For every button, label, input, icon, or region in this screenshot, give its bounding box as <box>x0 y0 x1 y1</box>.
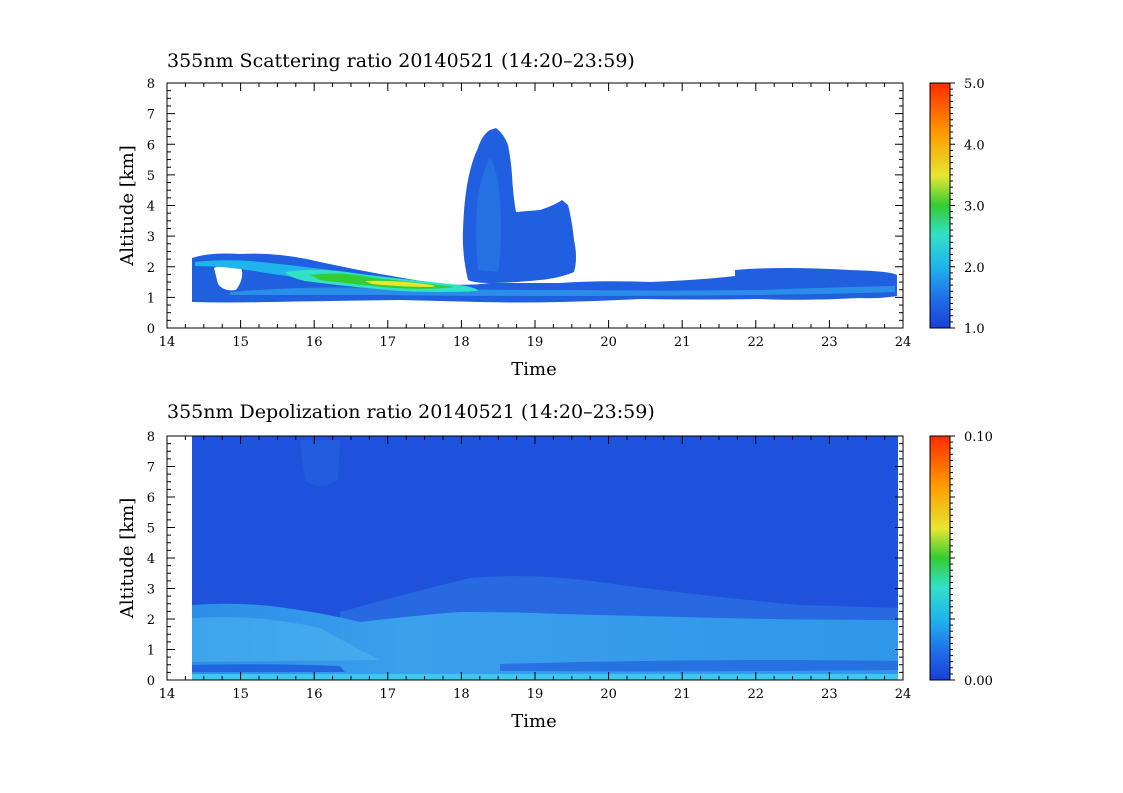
x-tick-label: 19 <box>527 687 544 702</box>
y-tick-label: 3 <box>147 583 155 598</box>
elevated-layer-yellow <box>365 280 435 287</box>
x-tick-label: 24 <box>895 335 912 350</box>
y-tick-label: 2 <box>147 261 155 276</box>
x-tick-label: 21 <box>674 687 691 702</box>
colorbar-tick-label: 0.00 <box>964 674 993 689</box>
y-tick-label: 1 <box>147 644 155 659</box>
x-tick-label: 23 <box>821 335 838 350</box>
x-tick-label: 23 <box>821 687 838 702</box>
x-tick-label: 18 <box>453 335 470 350</box>
y-tick-label: 6 <box>147 138 155 153</box>
x-axis-label: Time <box>511 711 556 732</box>
x-tick-label: 18 <box>453 687 470 702</box>
colorbar-ticks: 0.00 0.10 <box>950 430 993 689</box>
colorbar-tick-label: 2.0 <box>964 261 985 276</box>
x-tick-label: 15 <box>232 687 249 702</box>
colorbar-tick-label: 0.10 <box>964 430 993 445</box>
axis-ticks <box>166 82 904 329</box>
depol-upper-patch <box>300 440 340 486</box>
y-tick-label: 4 <box>147 200 155 215</box>
depol-mid-patch <box>340 576 898 622</box>
y-tick-label: 8 <box>147 430 155 445</box>
y-tick-label: 6 <box>147 491 155 506</box>
y-tick-label: 4 <box>147 552 155 567</box>
convective-cloud-core <box>476 158 502 272</box>
x-axis-label: Time <box>511 359 556 380</box>
x-tick-label: 14 <box>159 687 176 702</box>
colorbar-tick-label: 3.0 <box>964 200 985 215</box>
colorbar-tick-label: 4.0 <box>964 138 985 153</box>
y-axis-label: Altitude [km] <box>117 145 138 267</box>
colorbar-gradient <box>929 82 951 329</box>
colorbar: 1.0 2.0 3.0 4.0 5.0 <box>929 77 985 337</box>
y-tick-label: 0 <box>147 322 155 337</box>
heatmap-plot-area <box>192 436 898 680</box>
y-tick-label: 5 <box>147 169 155 184</box>
heatmap-plot-area <box>192 128 897 303</box>
x-tick-label: 15 <box>232 335 249 350</box>
colorbar: 0.00 0.10 <box>929 430 993 689</box>
x-tick-label: 17 <box>380 687 397 702</box>
x-tick-label: 22 <box>748 687 765 702</box>
colorbar-tick-label: 1.0 <box>964 322 985 337</box>
axis-ticks <box>166 435 904 681</box>
x-tick-label: 21 <box>674 335 691 350</box>
x-tick-label: 16 <box>306 335 323 350</box>
y-tick-label: 3 <box>147 230 155 245</box>
boundary-layer-gap <box>214 264 243 291</box>
x-tick-label: 14 <box>159 335 176 350</box>
chart-title: 355nm Scattering ratio 20140521 (14:20–2… <box>167 50 635 72</box>
y-tick-label: 5 <box>147 522 155 537</box>
y-tick-label: 1 <box>147 291 155 306</box>
x-tick-label: 24 <box>895 687 912 702</box>
x-tick-label: 19 <box>527 335 544 350</box>
x-tick-label: 20 <box>600 687 617 702</box>
chart-title: 355nm Depolization ratio 20140521 (14:20… <box>167 401 655 423</box>
depol-lower-layer-core <box>192 617 380 662</box>
colorbar-ticks: 1.0 2.0 3.0 4.0 5.0 <box>950 77 985 337</box>
y-tick-label: 2 <box>147 613 155 628</box>
x-tick-label: 22 <box>748 335 765 350</box>
colorbar-gradient <box>929 435 951 681</box>
y-tick-label: 7 <box>147 461 155 476</box>
x-tick-label: 20 <box>600 335 617 350</box>
colorbar-tick-label: 5.0 <box>964 77 985 92</box>
x-tick-label: 17 <box>380 335 397 350</box>
y-tick-label: 0 <box>147 674 155 689</box>
depol-dark-band <box>192 664 345 672</box>
scattering-ratio-chart: 355nm Scattering ratio 20140521 (14:20–2… <box>117 50 985 380</box>
depolarization-ratio-chart: 355nm Depolization ratio 20140521 (14:20… <box>117 401 993 732</box>
depol-surface-band-feature <box>192 674 898 680</box>
y-tick-label: 7 <box>147 108 155 123</box>
x-tick-label: 16 <box>306 687 323 702</box>
y-axis-label: Altitude [km] <box>117 498 138 620</box>
depol-dark-band-right <box>500 660 898 672</box>
y-tick-label: 8 <box>147 77 155 92</box>
